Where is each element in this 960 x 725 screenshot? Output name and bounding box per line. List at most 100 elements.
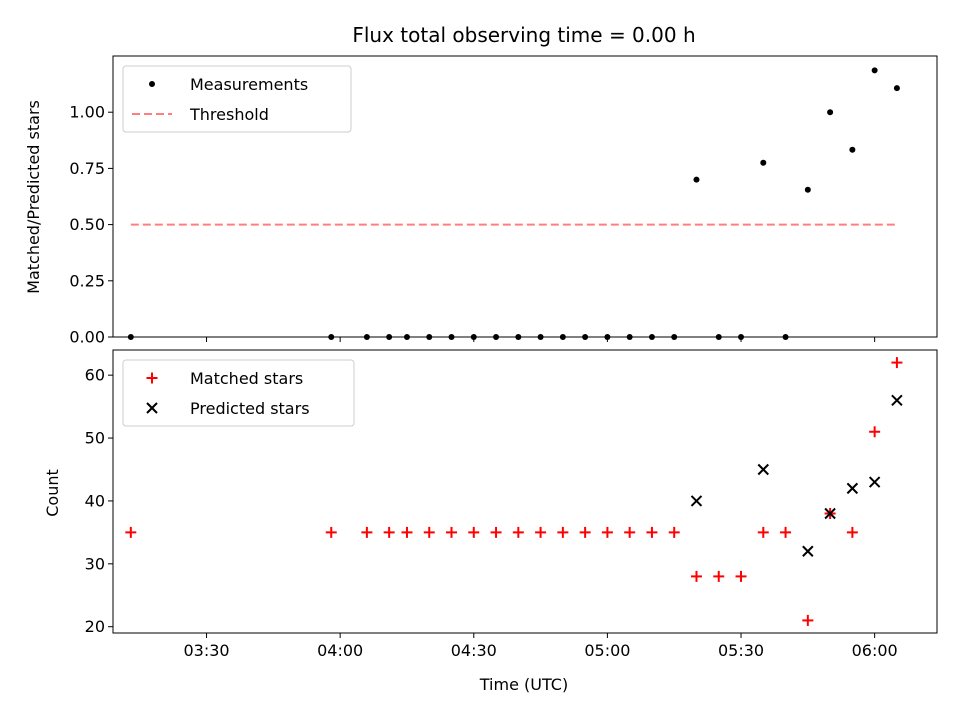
x-tick-label: 05:00 [584,641,630,660]
y-tick-label: 30 [85,554,105,573]
matched-star-point [423,526,435,538]
legend-predicted-swatch-2 [146,402,158,414]
predicted-star-point [802,545,814,557]
x-diag-2 [891,394,903,407]
legend-label: Threshold [189,105,269,124]
measurement-point [693,176,700,183]
matched-star-point [846,526,858,538]
x-tick-label: 05:30 [718,641,764,660]
matched-star-point [869,426,881,438]
predicted-star-point [824,507,836,520]
measurement-point [827,109,834,116]
matched-star-point [579,526,591,538]
measurement-point [328,334,335,340]
chart-title: Flux total observing time = 0.00 h [352,23,695,47]
matched-star-point [512,526,524,538]
x-diag-2 [846,482,859,495]
predicted-star-point [868,476,881,488]
measurement-point [470,334,477,340]
y-tick-label: 60 [85,366,105,385]
bottom-y-axis-label: Count [43,469,62,517]
measurement-point [537,334,544,340]
y-tick-label: 40 [85,491,105,510]
plot-frame [112,349,938,634]
x-tick-label: 04:30 [451,641,497,660]
measurement-point [648,334,655,340]
matched-star-point [468,526,480,538]
matched-star-point [383,526,395,538]
measurement-point [760,159,767,166]
y-tick-label: 0.50 [69,215,105,234]
predicted-star-point [846,482,859,495]
predicted-star-point [757,463,769,476]
measurement-point [849,146,856,153]
top-plot: 0.00 0.25 0.50 0.75 1.00 Measurements Threshol… [69,55,938,347]
measurement-point [127,334,134,340]
matched-star-point [624,526,636,538]
measurement-point [671,334,678,340]
matched-star-point [601,526,613,538]
matched-star-point [446,526,458,538]
y-tick-label: 0.25 [69,271,105,290]
legend-box [122,65,352,133]
measurement-point [448,334,455,340]
measurement-point [782,334,789,340]
legend-measurement-swatch [149,81,155,87]
measurement-point [363,334,370,340]
matched-star-point [325,526,337,538]
legend-box [122,359,355,427]
x-tick-label: 04:00 [317,641,363,660]
matched-star-point [891,357,903,369]
bottom-plot: 20 30 40 50 60 03:30 04:00 04:30 05:00 05:30 06:00… [85,349,938,660]
matched-star-point [690,570,702,582]
matched-star-point [646,526,658,538]
measurement-point [403,334,410,340]
measurement-point [626,334,633,340]
x-diag-2 [690,495,703,507]
plot-frame [112,55,938,338]
top-y-axis-label: Matched/Predicted stars [24,100,43,294]
measurement-point [604,334,611,340]
y-tick-label: 20 [85,617,105,636]
matched-star-point [757,526,769,538]
measurement-point [582,334,589,340]
matched-star-point [780,526,792,538]
x-diag-2 [824,507,836,520]
predicted-star-point [891,394,903,407]
measurement-point [893,85,900,92]
measurement-point [493,334,500,340]
y-tick-label: 1.00 [69,103,105,122]
x-tick-label: 03:30 [183,641,229,660]
legend-label: Measurements [190,75,308,94]
x-diag-2 [757,463,769,476]
measurement-point [804,186,811,193]
measurement-point [515,334,522,340]
matched-star-point [361,526,373,538]
matched-star-point [668,526,680,538]
measurement-point [386,334,393,340]
measurement-point [738,334,745,340]
x-axis-label: Time (UTC) [479,675,568,694]
x-diag-2 [868,476,881,488]
matched-star-point [735,570,747,582]
matched-star-point [125,526,137,538]
measurement-point [559,334,566,340]
measurement-point [426,334,433,340]
x-tick-label: 06:00 [852,641,898,660]
legend-label: Predicted stars [190,399,310,418]
matched-star-point [557,526,569,538]
matched-star-point [535,526,547,538]
matched-star-point [713,570,725,582]
y-tick-label: 0.75 [69,159,105,178]
y-tick-label: 0.00 [69,328,105,347]
matched-star-point [802,614,814,626]
measurement-point [715,334,722,340]
y-tick-label: 50 [85,429,105,448]
matched-star-point [401,526,413,538]
x-diag-2 [802,545,814,557]
legend-label: Matched stars [190,369,303,388]
measurement-point [871,67,878,74]
matched-star-point [490,526,502,538]
predicted-star-point [690,495,703,507]
